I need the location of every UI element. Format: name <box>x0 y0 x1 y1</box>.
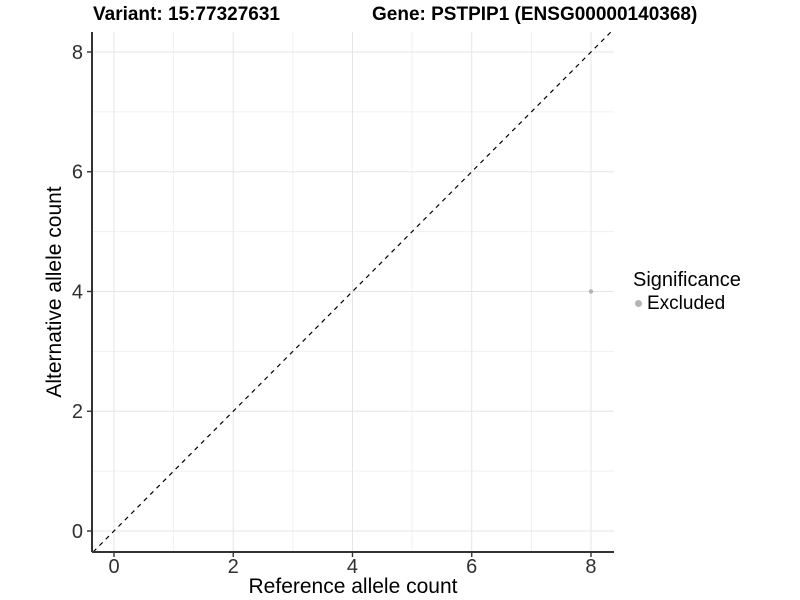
plot-title-gene: Gene: PSTPIP1 (ENSG00000140368) <box>372 4 698 25</box>
x-tick-label: 2 <box>228 556 239 578</box>
y-tick-label: 8 <box>72 42 83 64</box>
x-axis-title: Reference allele count <box>248 575 458 598</box>
x-tick-label: 6 <box>466 556 477 578</box>
x-tick-label: 0 <box>108 556 119 578</box>
plot-title-variant: Variant: 15:77327631 <box>93 4 280 25</box>
legend-item-label: Excluded <box>647 292 726 314</box>
y-axis-title: Alternative allele count <box>43 186 66 398</box>
y-tick-label: 0 <box>72 521 83 543</box>
excluded-dot-icon <box>635 300 642 307</box>
y-tick-label: 6 <box>72 162 83 184</box>
data-point <box>588 289 594 294</box>
legend-key <box>630 293 647 314</box>
legend-item-excluded: Excluded <box>630 293 741 314</box>
x-tick-label: 8 <box>585 556 596 578</box>
y-tick-label: 4 <box>72 281 83 303</box>
y-tick-label: 2 <box>72 401 83 423</box>
legend-title: Significance <box>633 269 741 291</box>
x-tick-label: 4 <box>347 556 358 578</box>
identity-line <box>92 31 612 553</box>
legend: Significance Excluded <box>630 268 741 314</box>
